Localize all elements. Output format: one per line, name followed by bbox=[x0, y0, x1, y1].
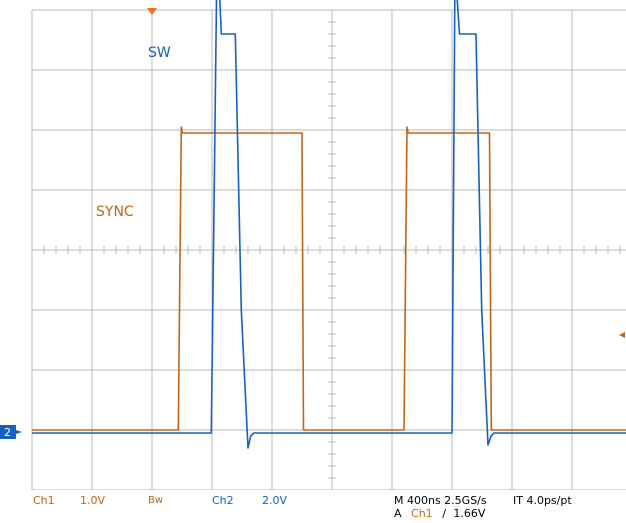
trigger-readout: A Ch1 ∕ 1.66V bbox=[394, 508, 485, 520]
ch1-scale: 1.0V bbox=[80, 494, 106, 507]
ch2-label: Ch2 bbox=[212, 494, 234, 507]
sync-trace-label: SYNC bbox=[96, 204, 134, 220]
oscilloscope-screen: 2 SW SYNC bbox=[0, 0, 626, 490]
svg-text:2: 2 bbox=[4, 426, 11, 439]
timebase-readout: M 400ns 2.5GS/s bbox=[394, 494, 487, 507]
ch2-ground-marker: 2 bbox=[0, 425, 22, 439]
bandwidth-limit-label: Bw bbox=[148, 495, 164, 506]
trace-sync bbox=[32, 126, 626, 431]
interpolation-readout: IT 4.0ps/pt bbox=[513, 494, 572, 507]
trigger-slope-icon: ∕ bbox=[442, 507, 446, 520]
graticule bbox=[31, 9, 626, 490]
trigger-level-marker bbox=[619, 332, 625, 338]
trigger-position-marker bbox=[147, 8, 157, 15]
trace-sw bbox=[32, 0, 626, 449]
ch1-label: Ch1 bbox=[33, 494, 55, 507]
trigger-channel: Ch1 bbox=[411, 507, 433, 520]
trigger-level: 1.66V bbox=[453, 507, 486, 520]
sw-trace-label: SW bbox=[148, 45, 171, 61]
traces bbox=[32, 0, 626, 449]
trigger-mode: A bbox=[394, 507, 402, 520]
ch2-scale: 2.0V bbox=[262, 494, 288, 507]
